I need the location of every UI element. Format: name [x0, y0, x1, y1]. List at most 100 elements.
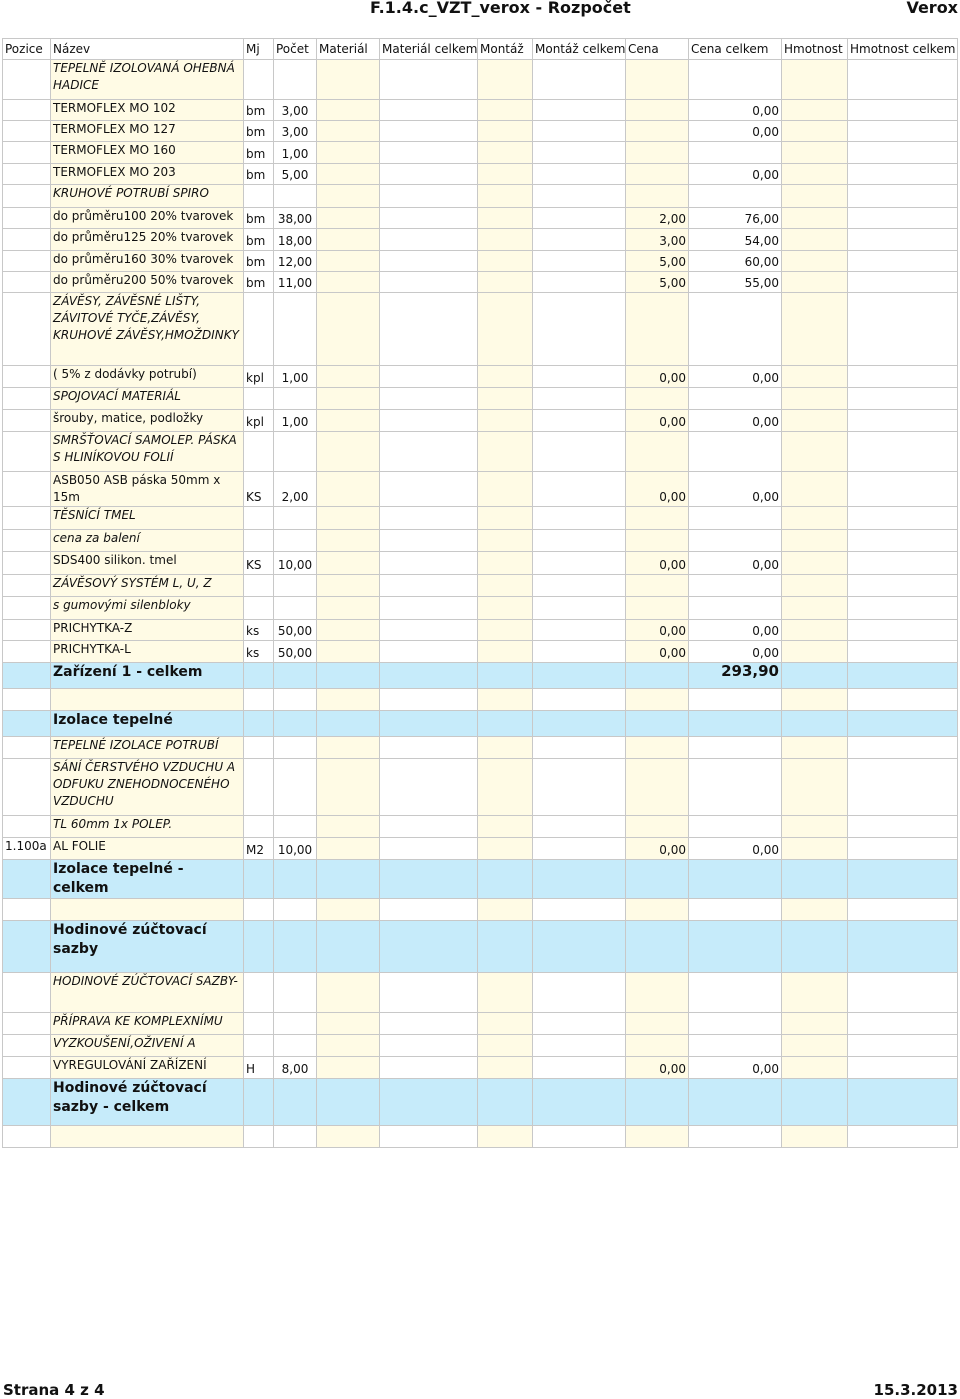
cell-pocet[interactable] [273, 710, 317, 737]
cell-montaz[interactable] [477, 1034, 533, 1057]
cell-hmotnost[interactable] [781, 99, 848, 121]
cell-hmotnost[interactable] [781, 506, 848, 530]
cell-cena-celkem[interactable] [688, 920, 782, 973]
cell-name[interactable] [50, 1125, 244, 1148]
cell-cena[interactable] [625, 120, 689, 142]
cell-cena[interactable] [625, 1034, 689, 1057]
cell-pozice[interactable] [2, 815, 51, 838]
cell-hmotnost[interactable] [781, 250, 848, 272]
cell-name[interactable]: TERMOFLEX MO 203 [50, 163, 244, 185]
cell-montaz-celkem[interactable] [532, 688, 626, 711]
cell-cena[interactable] [625, 736, 689, 759]
cell-cena-celkem[interactable] [688, 859, 782, 899]
cell-material[interactable] [316, 120, 380, 142]
cell-montaz[interactable] [477, 409, 533, 432]
cell-material[interactable] [316, 1125, 380, 1148]
cell-mj[interactable]: KS [243, 471, 274, 507]
cell-hmotnost-celkem[interactable] [847, 551, 958, 575]
cell-material-celkem[interactable] [379, 250, 478, 272]
cell-pozice[interactable] [2, 1034, 51, 1057]
cell-hmotnost[interactable] [781, 596, 848, 620]
col-header-nazev[interactable]: Název [50, 38, 244, 60]
cell-cena[interactable] [625, 529, 689, 552]
cell-cena[interactable] [625, 898, 689, 921]
cell-montaz[interactable] [477, 163, 533, 185]
cell-material[interactable] [316, 619, 380, 641]
cell-montaz[interactable] [477, 898, 533, 921]
cell-cena[interactable] [625, 758, 689, 816]
cell-montaz-celkem[interactable] [532, 409, 626, 432]
cell-cena-celkem[interactable] [688, 184, 782, 208]
cell-hmotnost[interactable] [781, 387, 848, 410]
cell-montaz-celkem[interactable] [532, 837, 626, 860]
cell-pocet[interactable] [273, 736, 317, 759]
cell-mj[interactable] [243, 292, 274, 366]
cell-pozice[interactable] [2, 551, 51, 575]
cell-montaz-celkem[interactable] [532, 471, 626, 507]
cell-material-celkem[interactable] [379, 837, 478, 860]
cell-pocet[interactable]: 5,00 [273, 163, 317, 185]
cell-pocet[interactable]: 3,00 [273, 99, 317, 121]
cell-cena[interactable]: 0,00 [625, 365, 689, 388]
cell-hmotnost[interactable] [781, 898, 848, 921]
cell-cena-celkem[interactable] [688, 736, 782, 759]
cell-cena-celkem[interactable]: 0,00 [688, 471, 782, 507]
cell-cena-celkem[interactable]: 60,00 [688, 250, 782, 272]
cell-hmotnost[interactable] [781, 920, 848, 973]
cell-hmotnost-celkem[interactable] [847, 710, 958, 737]
cell-name[interactable]: TERMOFLEX MO 160 [50, 141, 244, 164]
cell-montaz-celkem[interactable] [532, 640, 626, 663]
cell-material[interactable] [316, 1078, 380, 1126]
col-header-pozice[interactable]: Pozice [2, 38, 51, 60]
cell-material[interactable] [316, 228, 380, 251]
cell-pozice[interactable] [2, 387, 51, 410]
cell-name[interactable]: ( 5% z dodávky potrubí) [50, 365, 244, 388]
cell-hmotnost-celkem[interactable] [847, 99, 958, 121]
cell-cena[interactable]: 5,00 [625, 271, 689, 293]
cell-pozice[interactable] [2, 1012, 51, 1035]
cell-mj[interactable] [243, 972, 274, 1013]
cell-montaz[interactable] [477, 529, 533, 552]
cell-montaz-celkem[interactable] [532, 1056, 626, 1079]
cell-pocet[interactable] [273, 574, 317, 597]
cell-montaz[interactable] [477, 736, 533, 759]
cell-montaz[interactable] [477, 141, 533, 164]
cell-pozice[interactable] [2, 710, 51, 737]
cell-hmotnost-celkem[interactable] [847, 1034, 958, 1057]
cell-hmotnost-celkem[interactable] [847, 228, 958, 251]
cell-mj[interactable] [243, 387, 274, 410]
cell-pocet[interactable] [273, 859, 317, 899]
cell-name[interactable]: Izolace tepelné - celkem [50, 859, 244, 899]
cell-cena[interactable] [625, 1078, 689, 1126]
cell-cena-celkem[interactable]: 0,00 [688, 409, 782, 432]
cell-name[interactable]: AL FOLIE [50, 837, 244, 860]
cell-pozice[interactable] [2, 228, 51, 251]
cell-montaz[interactable] [477, 471, 533, 507]
cell-hmotnost-celkem[interactable] [847, 640, 958, 663]
cell-montaz[interactable] [477, 1078, 533, 1126]
cell-mj[interactable] [243, 431, 274, 472]
cell-montaz[interactable] [477, 1012, 533, 1035]
cell-cena[interactable] [625, 688, 689, 711]
cell-hmotnost[interactable] [781, 529, 848, 552]
cell-montaz-celkem[interactable] [532, 387, 626, 410]
cell-name[interactable]: Hodinové zúčtovací sazby [50, 920, 244, 973]
cell-hmotnost[interactable] [781, 120, 848, 142]
cell-material-celkem[interactable] [379, 271, 478, 293]
cell-mj[interactable]: ks [243, 619, 274, 641]
cell-montaz-celkem[interactable] [532, 898, 626, 921]
cell-pocet[interactable] [273, 292, 317, 366]
cell-cena-celkem[interactable] [688, 596, 782, 620]
cell-material-celkem[interactable] [379, 972, 478, 1013]
cell-cena-celkem[interactable] [688, 1125, 782, 1148]
cell-material[interactable] [316, 506, 380, 530]
cell-cena[interactable] [625, 1125, 689, 1148]
cell-pozice[interactable] [2, 365, 51, 388]
cell-mj[interactable] [243, 506, 274, 530]
cell-material-celkem[interactable] [379, 736, 478, 759]
cell-hmotnost-celkem[interactable] [847, 471, 958, 507]
cell-name[interactable]: šrouby, matice, podložky [50, 409, 244, 432]
cell-material-celkem[interactable] [379, 859, 478, 899]
cell-material[interactable] [316, 292, 380, 366]
cell-cena-celkem[interactable]: 55,00 [688, 271, 782, 293]
